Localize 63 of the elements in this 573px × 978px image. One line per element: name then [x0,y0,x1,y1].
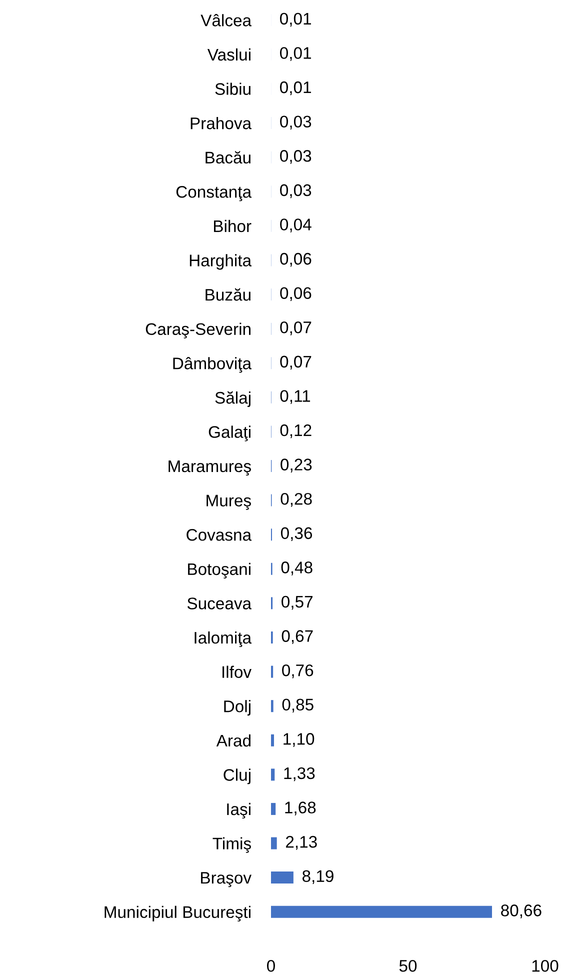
data-label: 0,01 [280,12,311,27]
y-tick-label: Vaslui [207,48,250,61]
y-tick-label: Cluj [224,768,250,784]
bar [271,872,294,884]
data-label: 0,06 [280,252,312,267]
x-tick-label: 50 [399,960,417,972]
data-label: 2,13 [286,836,317,850]
data-label: 8,19 [302,870,334,884]
data-label: 0,57 [282,596,312,610]
y-tick-label: Braşov [201,872,252,888]
bar [271,734,274,746]
y-tick-label: Ialomiţa [194,631,252,648]
data-label: 0,07 [280,321,312,336]
y-tick-label: Maramureş [168,460,251,476]
bar [271,802,276,815]
data-label: 0,12 [280,424,312,438]
bar [271,837,277,850]
y-tick-label: Bacău [206,151,250,164]
y-tick-label: Caraş-Severin [146,322,250,338]
data-label: 80,66 [501,904,542,918]
data-label: 0,03 [280,116,312,130]
data-label: 0,48 [281,562,312,576]
y-tick-label: Bihor [214,220,252,232]
y-tick-label: Botoşani [188,562,250,578]
data-label: 0,67 [282,630,313,644]
x-tick-label: 0 [267,960,275,972]
data-label: 0,23 [280,458,312,472]
bar [271,906,492,918]
data-label: 0,01 [280,47,311,61]
x-tick-label: 100 [532,960,558,972]
data-label: 0,03 [280,184,312,198]
y-tick-label: Vâlcea [200,14,252,26]
y-tick-label: Prahova [190,117,252,130]
y-tick-label: Arad [216,734,250,747]
y-tick-label: Covasna [186,528,252,541]
y-tick-label: Galaţi [208,426,250,442]
y-tick-label: Municipiul Bucureşti [104,906,250,922]
y-tick-label: Buzău [206,288,250,301]
data-label: 1,68 [285,802,316,816]
y-tick-label: Sibiu [215,82,250,95]
data-label: 0,06 [280,287,312,301]
data-label: 0,76 [282,664,314,678]
y-tick-label: Sălaj [215,391,250,408]
y-tick-label: Constanţa [176,186,252,202]
data-label: 0,85 [282,698,314,713]
data-label: 1,33 [284,767,315,782]
y-tick-label: Dâmboviţa [173,357,252,373]
y-tick-label: Suceava [187,598,252,610]
data-label: 0,03 [280,150,312,164]
data-label: 0,36 [280,527,312,542]
y-tick-label: Dolj [224,700,250,716]
y-tick-label: Timiş [212,837,251,853]
y-tick-label: Ilfov [222,666,252,678]
y-tick-label: Iaşi [227,802,250,819]
data-label: 0,04 [280,218,312,232]
data-label: 0,07 [280,356,312,370]
y-tick-label: Mureş [206,494,251,510]
data-label: 0,11 [280,390,310,404]
data-label: 0,01 [280,81,311,96]
data-label: 0,28 [280,492,312,507]
bar [271,768,275,781]
y-tick-label: Harghita [190,254,252,270]
data-label: 1,10 [284,733,314,747]
